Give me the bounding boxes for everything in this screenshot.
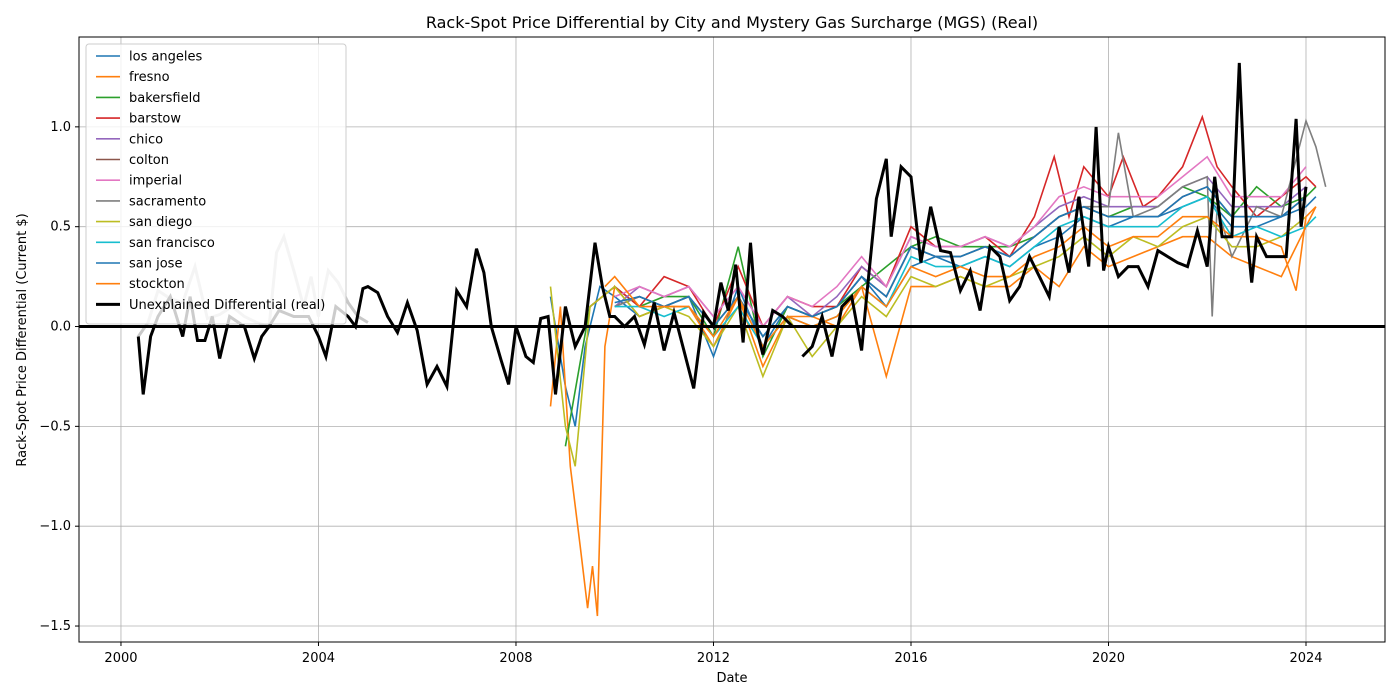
x-tick-label: 2004: [302, 651, 335, 666]
x-tick-label: 2016: [894, 651, 927, 666]
legend-entry: fresno: [129, 70, 170, 85]
series-line-fresno: [549, 206, 1317, 617]
chart-title: Rack-Spot Price Differential by City and…: [426, 13, 1038, 32]
legend-entry: bakersfield: [129, 91, 200, 106]
series-line-sacramento: [614, 118, 1327, 338]
plot-frame: [78, 36, 1386, 643]
legend-frame: [85, 43, 347, 325]
series-line-unexplained-differential-real-: [136, 242, 794, 395]
ticks: 2000 2004 2008 2012 2016 2020 2024 −1.5 −1.0 −0.5…: [39, 120, 1322, 666]
y-tick-label: 1.0: [50, 120, 71, 135]
legend-entry: san diego: [129, 215, 192, 230]
x-tick-label: 2008: [499, 651, 532, 666]
legend-entry: san francisco: [129, 236, 215, 251]
unexplained-line-late: [801, 62, 1308, 358]
y-axis-label: Rack-Spot Price Differential (Current $): [15, 213, 30, 466]
series-line-san-diego: [549, 215, 1307, 467]
x-tick-label: 2020: [1092, 651, 1125, 666]
series-line-los-angeles: [549, 195, 1317, 427]
legend-entry: sacramento: [129, 194, 206, 209]
legend-entry: Unexplained Differential (real): [129, 298, 325, 313]
series-line-bakersfield: [564, 185, 1317, 447]
x-tick-label: 2012: [697, 651, 730, 666]
legend-entry: barstow: [129, 112, 181, 127]
series-line-stockton: [604, 206, 1317, 348]
y-tick-label: 0.5: [50, 220, 71, 235]
legend-entry: imperial: [129, 174, 182, 189]
y-tick-label: 0.0: [50, 320, 71, 335]
x-tick-label: 2024: [1289, 651, 1322, 666]
legend-entry: stockton: [129, 277, 185, 292]
legend-entry: chico: [129, 132, 163, 147]
y-tick-label: −1.0: [39, 519, 71, 534]
y-tick-label: −0.5: [39, 419, 71, 434]
legend-entry: san jose: [129, 257, 182, 272]
y-tick-label: −1.5: [39, 619, 71, 634]
legend-entry: colton: [129, 153, 169, 168]
legend-entry: los angeles: [129, 50, 203, 65]
series-line-barstow: [589, 114, 1317, 329]
x-tick-label: 2000: [104, 651, 137, 666]
legend: los angeles fresno bakersfield barstow chico…: [85, 43, 347, 325]
x-axis-label: Date: [716, 671, 747, 686]
